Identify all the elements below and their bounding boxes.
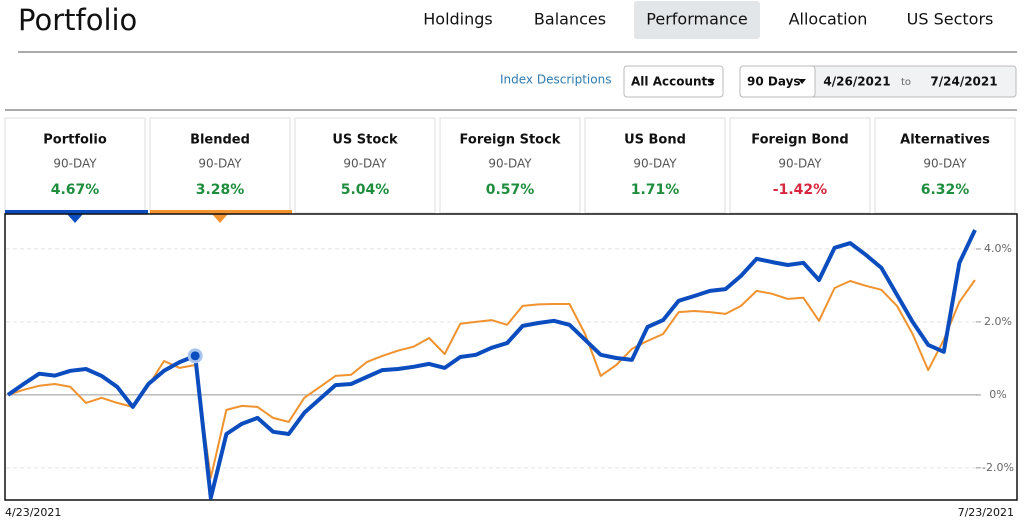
card-name: US Stock <box>332 133 398 148</box>
end-date[interactable]: 7/24/2021 <box>930 75 997 89</box>
card-return: 3.28% <box>196 182 245 198</box>
card-period: 90-DAY <box>488 157 532 171</box>
card-return: 0.57% <box>486 182 535 198</box>
series-line <box>7 279 976 479</box>
card-return: -1.42% <box>773 182 827 198</box>
tab[interactable]: Allocation <box>789 10 868 29</box>
card-underline <box>5 210 148 214</box>
card-pointer <box>212 214 228 223</box>
card-name: Foreign Stock <box>460 133 561 148</box>
y-tick-label: 0% <box>989 388 1006 401</box>
card-period: 90-DAY <box>53 157 97 171</box>
card[interactable] <box>439 117 581 214</box>
page-title: Portfolio <box>18 3 137 37</box>
tab[interactable]: Balances <box>534 10 606 29</box>
card-return: 6.32% <box>921 182 970 198</box>
card-return: 1.71% <box>631 182 680 198</box>
tab[interactable]: Performance <box>646 10 747 29</box>
card-name: Portfolio <box>43 133 107 148</box>
card-return: 4.67% <box>51 182 100 198</box>
y-tick-label: 2.0% <box>984 315 1012 328</box>
caret <box>707 79 715 84</box>
card[interactable] <box>729 117 871 214</box>
tab[interactable]: Holdings <box>423 10 493 29</box>
tab[interactable]: US Sectors <box>907 10 994 29</box>
index-link[interactable]: Index Descriptions <box>500 73 611 87</box>
account-select[interactable] <box>623 65 724 98</box>
card[interactable] <box>584 117 726 214</box>
card-underline <box>150 210 292 214</box>
card[interactable] <box>294 117 436 214</box>
chart: -2.0% 0% 2.0% 4.0% 4/23/2021 7/23/2021 <box>5 229 1014 519</box>
card-name: Foreign Bond <box>751 133 848 148</box>
card-name: US Bond <box>624 133 686 148</box>
card-period: 90-DAY <box>343 157 387 171</box>
period-label: 90 Days <box>747 75 801 89</box>
cards: Portfolio 90-DAY 4.67% Blended 90-DAY 3.28% US… <box>4 117 1016 223</box>
card-name: Blended <box>190 133 250 148</box>
start-date[interactable]: 4/26/2021 <box>823 75 890 89</box>
card-period: 90-DAY <box>778 157 822 171</box>
card-pointer <box>67 214 83 223</box>
period-select[interactable] <box>739 65 816 98</box>
card-period: 90-DAY <box>923 157 967 171</box>
tabs: Holdings Balances Performance Allocation US … <box>423 1 993 39</box>
caret <box>798 79 806 84</box>
date-separator: to <box>901 77 911 88</box>
chart-frame <box>4 213 1018 501</box>
card-period: 90-DAY <box>633 157 677 171</box>
y-tick-label: 4.0% <box>984 242 1012 255</box>
card[interactable] <box>4 117 146 214</box>
y-tick-label: -2.0% <box>982 461 1014 474</box>
card-name: Alternatives <box>900 133 990 148</box>
card[interactable] <box>874 117 1016 214</box>
x-tick-label: 4/23/2021 <box>5 506 61 519</box>
card-return: 5.04% <box>341 182 390 198</box>
x-tick-label: 7/23/2021 <box>958 506 1014 519</box>
card-period: 90-DAY <box>198 157 242 171</box>
card[interactable] <box>149 117 291 214</box>
active-tab-bg <box>634 1 760 39</box>
hover-point <box>187 348 203 364</box>
series-line <box>6 229 977 500</box>
account-label: All Accounts <box>631 75 714 89</box>
